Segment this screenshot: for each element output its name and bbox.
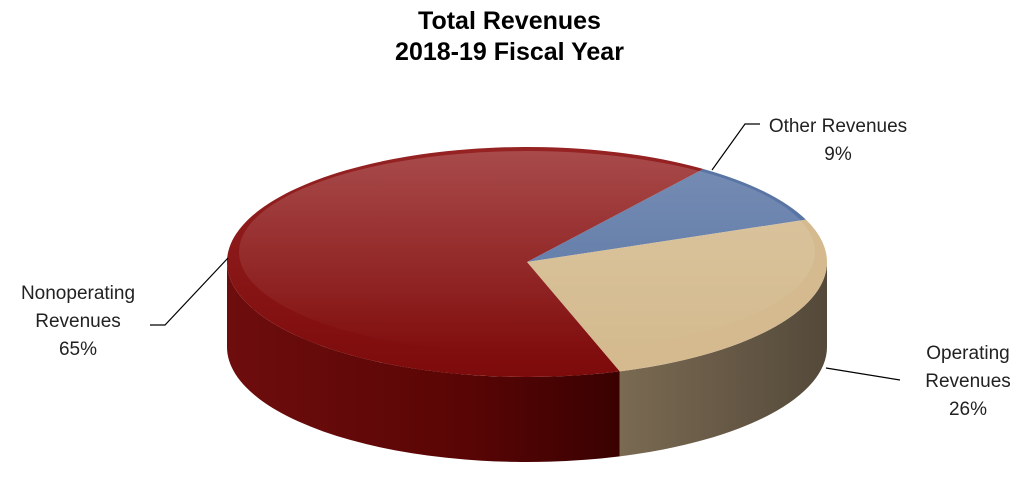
data-label-name: Operating — [926, 343, 1009, 364]
data-label-percent: 65% — [59, 339, 97, 360]
data-label-name: Nonoperating — [21, 283, 135, 304]
data-label-percent: 26% — [949, 399, 987, 420]
leader-line — [711, 123, 760, 171]
data-label-name: Revenues — [35, 311, 121, 332]
data-label-percent: 9% — [824, 144, 852, 165]
leader-line — [825, 367, 901, 381]
pie-slice-side — [619, 262, 827, 457]
data-label-name: Revenues — [925, 371, 1011, 392]
leader-line — [150, 257, 229, 326]
data-label-name: Other Revenues — [769, 116, 907, 137]
chart-title: Total Revenues — [418, 7, 601, 35]
chart-subtitle: 2018-19 Fiscal Year — [395, 38, 624, 66]
pie-slice-side — [227, 262, 620, 462]
pie-shine — [239, 151, 815, 353]
